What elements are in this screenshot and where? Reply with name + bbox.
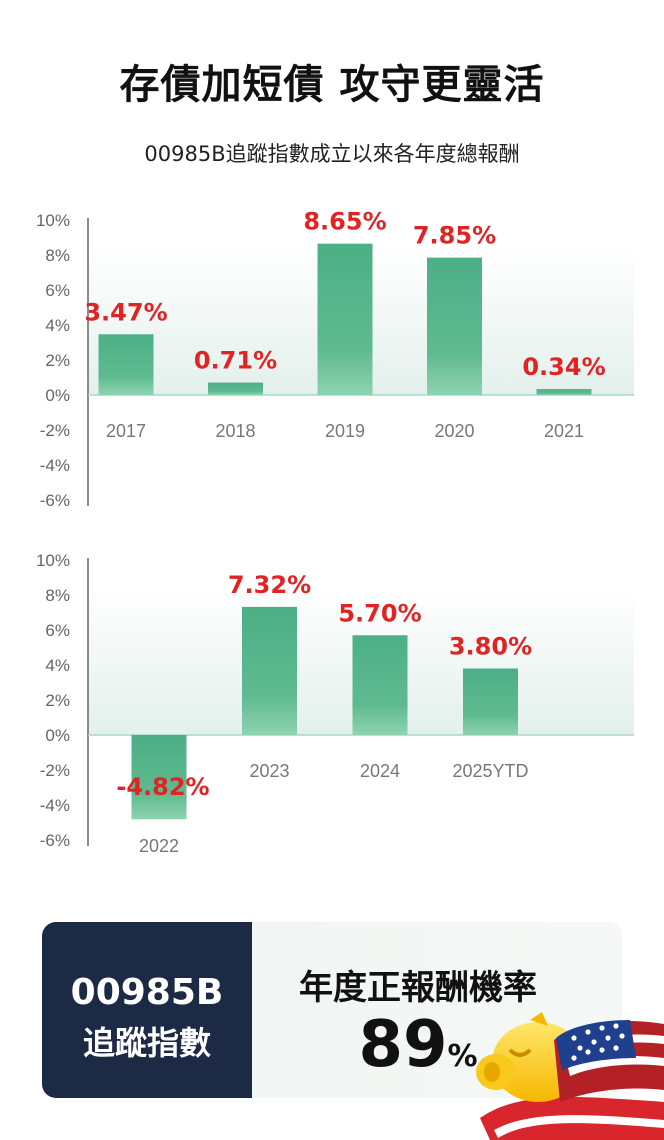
category-label-2020: 2020	[434, 421, 474, 441]
bar-2019	[317, 243, 373, 395]
value-label-2024: 5.70%	[338, 599, 421, 627]
category-label-2025YTD: 2025YTD	[452, 761, 528, 781]
chart-subtitle: 00985B追蹤指數成立以來各年度總報酬	[144, 142, 520, 166]
y-tick-label: 4%	[45, 656, 70, 675]
y-tick-label: 0%	[45, 726, 70, 745]
y-tick-label: 6%	[45, 621, 70, 640]
y-tick-label: 8%	[45, 246, 70, 265]
y-tick-label: -6%	[40, 491, 70, 510]
bar-2021	[536, 389, 592, 395]
y-tick-label: -4%	[40, 796, 70, 815]
value-label-2023: 7.32%	[228, 571, 311, 599]
category-label-2023: 2023	[249, 761, 289, 781]
y-tick-label: 10%	[36, 211, 70, 230]
y-tick-label: 2%	[45, 351, 70, 370]
annual-return-chart-2022-2025: 10% 8% 6% 4% 2% 0% -2% -4% -6% 2022 -4.82% 2023 7.32…	[36, 551, 634, 856]
bar-2022	[131, 735, 187, 820]
category-label-2019: 2019	[325, 421, 365, 441]
y-tick-label: 6%	[45, 281, 70, 300]
y-tick-label: -2%	[40, 761, 70, 780]
bar-2024	[352, 635, 408, 735]
bar-2023	[242, 606, 297, 735]
annual-return-chart-2017-2021: 10% 8% 6% 4% 2% 0% -2% -4% -6% 2017 3.47% 2018 0.71%…	[36, 208, 634, 510]
bar-2020	[427, 257, 482, 395]
positive-return-card: 00985B 追蹤指數 年度正報酬機率 89%	[42, 922, 622, 1098]
value-label-2017: 3.47%	[84, 298, 167, 326]
category-label-2024: 2024	[360, 761, 400, 781]
y-tick-label: 8%	[45, 586, 70, 605]
y-tick-label: -2%	[40, 421, 70, 440]
bar-2025YTD	[463, 668, 518, 735]
probability-value: 89%	[278, 1008, 558, 1082]
y-tick-label: -6%	[40, 831, 70, 850]
y-tick-label: 10%	[36, 551, 70, 570]
piggy-bank-with-us-flag-icon	[476, 1012, 664, 1140]
value-label-2020: 7.85%	[413, 222, 496, 250]
y-tick-label: -4%	[40, 456, 70, 475]
category-label-2022: 2022	[139, 836, 179, 856]
value-label-2022: -4.82%	[116, 773, 209, 801]
y-tick-label: 2%	[45, 691, 70, 710]
y-tick-label: 0%	[45, 386, 70, 405]
value-label-2021: 0.34%	[522, 353, 605, 381]
bar-2017	[98, 334, 154, 395]
value-label-2025YTD: 3.80%	[449, 633, 532, 661]
value-label-2019: 8.65%	[303, 208, 386, 236]
value-label-2018: 0.71%	[194, 347, 277, 375]
category-label-2017: 2017	[106, 421, 146, 441]
probability-label: 年度正報酬機率	[299, 968, 537, 1008]
category-label-2018: 2018	[215, 421, 255, 441]
category-label-2021: 2021	[544, 421, 584, 441]
index-name: 追蹤指數	[82, 1024, 211, 1062]
probability-unit: %	[447, 1039, 478, 1074]
page-title: 存債加短債 攻守更靈活	[119, 62, 545, 108]
y-tick-label: 4%	[45, 316, 70, 335]
bar-2018	[208, 382, 263, 395]
probability-number: 89	[358, 1008, 448, 1082]
fund-code: 00985B	[70, 972, 224, 1013]
index-badge: 00985B 追蹤指數	[42, 922, 252, 1098]
